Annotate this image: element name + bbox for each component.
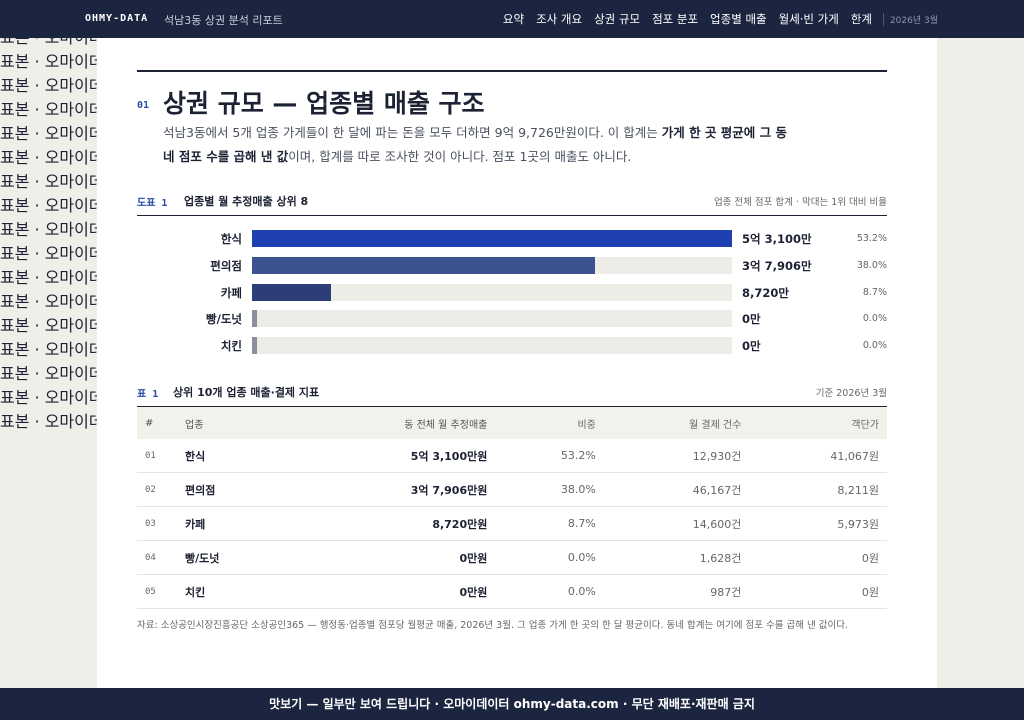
section-heading: 상권 규모 — 업종별 매출 구조 (163, 89, 485, 118)
nav-item[interactable]: 요약 (502, 12, 525, 26)
category-label: 카페 (220, 285, 242, 300)
section-number: 01 (137, 100, 150, 111)
nav-item[interactable]: 월세·빈 가게 (778, 12, 839, 26)
table-cell: 빵/도넛 (177, 540, 285, 575)
table-label: 표 1 (137, 389, 159, 400)
value-label: 8,720만 (742, 285, 789, 300)
header-cell: 동 전체 월 추정매출 (284, 407, 496, 439)
footnote: 자료: 소상공인시장진흥공단 소상공인365 — 행정동·업종별 점포당 월평균… (137, 620, 849, 631)
chart-title: 업종별 월 추정매출 상위 8 (184, 195, 309, 208)
table-cell: 0원 (749, 574, 887, 609)
table-cell: 한식 (177, 439, 285, 473)
table-row: 03 카페 8,720만원 8.7% 14,600건 5,973원 (137, 506, 887, 541)
value-label: 0만 (742, 312, 761, 327)
table-cell: 5,973원 (749, 506, 887, 541)
table-row: 02 편의점 3억 7,906만원 38.0% 46,167건 8,211원 (137, 472, 887, 507)
header-cell: 비중 (495, 407, 604, 439)
bar-track (252, 310, 732, 328)
chart-rule (137, 215, 887, 216)
share-label: 38.0% (856, 259, 887, 271)
section-paragraph: 석남3동에서 5개 업종 가게들이 한 달에 파는 돈을 모두 더하면 9억 9… (163, 121, 793, 169)
nav-item[interactable]: 상권 규모 (594, 12, 641, 26)
table-row: 04 빵/도넛 0만원 0.0% 1,628건 0원 (137, 540, 887, 575)
bar-track (252, 337, 732, 355)
header-row: # 업종 동 전체 월 추정매출 비중 월 결제 건수 객단가 (137, 407, 887, 439)
share-label: 8.7% (862, 286, 887, 298)
nav-date: 2026년 3월 (882, 13, 938, 26)
top-nav: OHMY-DATA 석남3동 상권 분석 리포트 요약 조사 개요 상권 규모 점포 … (0, 0, 1024, 38)
header-cell: # (137, 407, 177, 439)
nav-item[interactable]: 한계 (850, 12, 872, 26)
banner: 맛보기 — 일부만 보여 드립니다 · 오마이데이터 ohmy-data.com… (0, 688, 1024, 720)
share-label: 0.0% (862, 340, 887, 352)
share-label: 53.2% (856, 233, 887, 244)
chart-label: 도표 1 (137, 198, 168, 209)
table-cell: 8,211원 (749, 472, 887, 507)
nav-items: 요약 조사 개요 상권 규모 점포 분포 업종별 매출 월세·빈 가게 한계 (503, 11, 872, 27)
category-label: 치킨 (220, 339, 242, 354)
bar (252, 337, 257, 355)
nav-item[interactable]: 점포 분포 (652, 12, 699, 26)
table-cell: 편의점 (177, 472, 285, 507)
header-cell: 월 결제 건수 (603, 407, 750, 439)
table-cell: 12,930건 (603, 439, 750, 473)
table-cell: 1,628건 (603, 540, 750, 575)
nav-item[interactable]: 조사 개요 (536, 12, 583, 26)
bar (252, 230, 732, 247)
value-label: 3억 7,906만 (742, 258, 812, 273)
table: # 업종 동 전체 월 추정매출 비중 월 결제 건수 객단가 01 한식 5억 3,100만원… (137, 407, 887, 609)
brand[interactable]: OHMY-DATA (85, 13, 149, 24)
table-cell: 8,720만원 (284, 506, 496, 541)
table-note: 기준 2026년 3월 (815, 388, 887, 399)
value-label: 0만 (742, 339, 761, 354)
table-cell: 0원 (749, 540, 887, 575)
table-cell: 8.7% (495, 506, 604, 541)
report-title: 석남3동 상권 분석 리포트 (164, 14, 283, 27)
table-cell: 3억 7,906만원 (284, 472, 496, 507)
table-cell: 46,167건 (603, 472, 750, 507)
table-cell: 0.0% (495, 540, 604, 575)
table-row: 01 한식 5억 3,100만원 53.2% 12,930건 41,067원 (137, 439, 887, 473)
header-cell: 업종 (177, 407, 285, 439)
nav-item[interactable]: 업종별 매출 (710, 12, 767, 26)
table-cell: 치킨 (177, 574, 285, 609)
value-label: 5억 3,100만 (742, 232, 812, 246)
table-cell: 04 (137, 540, 177, 575)
bar-track (252, 283, 732, 301)
table-cell: 카페 (177, 506, 285, 541)
share-label: 0.0% (862, 313, 887, 325)
section-rule (137, 70, 887, 72)
table-cell: 03 (137, 506, 177, 541)
bar (252, 283, 331, 301)
table-cell: 38.0% (495, 472, 604, 507)
table-cell: 0.0% (495, 574, 604, 609)
table-cell: 0만원 (284, 574, 496, 609)
category-label: 빵/도넛 (206, 312, 242, 327)
table-cell: 5억 3,100만원 (284, 439, 496, 473)
table-cell: 02 (137, 472, 177, 507)
header-cell: 객단가 (749, 407, 887, 439)
table-cell: 01 (137, 439, 177, 473)
table-cell: 41,067원 (749, 439, 887, 473)
table-cell: 0만원 (284, 540, 496, 575)
table-rule (137, 406, 887, 407)
paragraph-part: 가게 한 곳 평균에 그 동네 점포 수를 곱해 낸 값 (163, 125, 788, 164)
table-cell: 53.2% (495, 439, 604, 473)
table-cell: 05 (137, 574, 177, 609)
chart-note: 업종 전체 점포 합계 · 막대는 1위 대비 비율 (713, 197, 887, 208)
category-label: 한식 (220, 232, 242, 246)
table-title: 상위 10개 업종 매출·결제 지표 (173, 386, 320, 399)
table-cell: 987건 (603, 574, 750, 609)
bar (252, 256, 595, 274)
category-label: 편의점 (210, 258, 242, 273)
table-cell: 14,600건 (603, 506, 750, 541)
bar-track (252, 256, 732, 274)
table-row: 05 치킨 0만원 0.0% 987건 0원 (137, 574, 887, 609)
bar (252, 310, 257, 328)
paragraph-part: 석남3동에서 5개 업종 가게들이 한 달에 파는 돈을 모두 더하면 9억 9… (163, 125, 662, 140)
paragraph-part: 이며, 합계를 따로 조사한 것이 아니다. 점포 1곳의 매출도 아니다. (288, 149, 632, 164)
bar-track (252, 230, 732, 247)
